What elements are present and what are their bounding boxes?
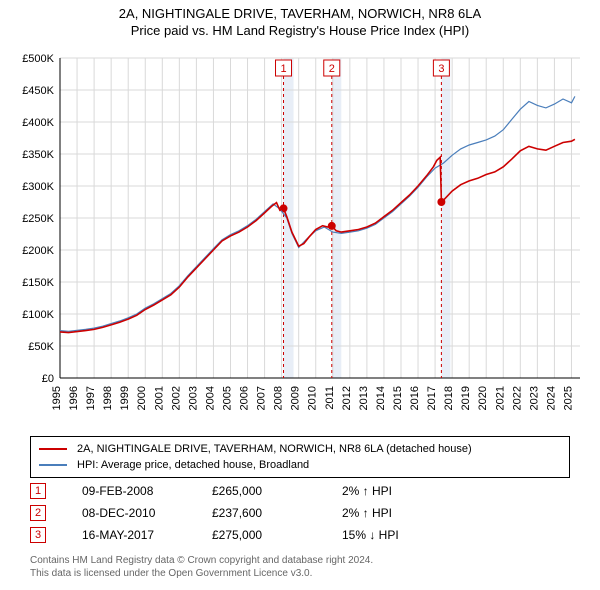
svg-text:1998: 1998 (102, 386, 114, 410)
sale-pct: 2% ↑ HPI (342, 484, 462, 498)
legend-item-hpi: HPI: Average price, detached house, Broa… (39, 457, 561, 473)
svg-text:1999: 1999 (119, 386, 131, 410)
svg-text:2020: 2020 (477, 386, 489, 410)
svg-text:£300K: £300K (22, 181, 54, 193)
sale-row: 1 09-FEB-2008 £265,000 2% ↑ HPI (30, 480, 570, 502)
svg-text:2005: 2005 (221, 386, 233, 410)
sale-date: 09-FEB-2008 (82, 484, 212, 498)
footer-line: This data is licensed under the Open Gov… (30, 567, 570, 580)
sale-price: £275,000 (212, 528, 342, 542)
svg-text:2025: 2025 (562, 386, 574, 410)
svg-text:2022: 2022 (511, 386, 523, 410)
svg-text:2018: 2018 (443, 386, 455, 410)
chart-svg: £0 £50K £100K £150K £200K £250K £300K £350K £400… (8, 48, 592, 428)
svg-text:2016: 2016 (409, 386, 421, 410)
svg-text:£50K: £50K (28, 341, 54, 353)
svg-text:1995: 1995 (51, 386, 63, 410)
svg-text:2008: 2008 (273, 386, 285, 410)
svg-text:1996: 1996 (68, 386, 80, 410)
footer-line: Contains HM Land Registry data © Crown c… (30, 554, 570, 567)
sale-row: 2 08-DEC-2010 £237,600 2% ↑ HPI (30, 502, 570, 524)
svg-text:2019: 2019 (460, 386, 472, 410)
legend-label: 2A, NIGHTINGALE DRIVE, TAVERHAM, NORWICH… (77, 443, 472, 455)
svg-text:2001: 2001 (153, 386, 165, 410)
sales-table: 1 09-FEB-2008 £265,000 2% ↑ HPI 2 08-DEC… (30, 480, 570, 546)
svg-text:1: 1 (280, 63, 286, 75)
chart-title: 2A, NIGHTINGALE DRIVE, TAVERHAM, NORWICH… (0, 0, 600, 21)
svg-text:2015: 2015 (392, 386, 404, 410)
sale-pct: 15% ↓ HPI (342, 528, 462, 542)
footer-attribution: Contains HM Land Registry data © Crown c… (30, 554, 570, 580)
chart-container: 2A, NIGHTINGALE DRIVE, TAVERHAM, NORWICH… (0, 0, 600, 590)
sale-marker-icon: 1 (30, 483, 46, 499)
svg-text:2013: 2013 (358, 386, 370, 410)
svg-text:£200K: £200K (22, 245, 54, 257)
sale-row: 3 16-MAY-2017 £275,000 15% ↓ HPI (30, 524, 570, 546)
svg-text:£500K: £500K (22, 53, 54, 65)
sale-date: 08-DEC-2010 (82, 506, 212, 520)
svg-text:2003: 2003 (187, 386, 199, 410)
chart-plot-area: £0 £50K £100K £150K £200K £250K £300K £350K £400… (8, 48, 592, 428)
sale-marker-icon: 2 (30, 505, 46, 521)
svg-text:2002: 2002 (170, 386, 182, 410)
svg-text:£450K: £450K (22, 85, 54, 97)
sale-pct: 2% ↑ HPI (342, 506, 462, 520)
legend-swatch (39, 448, 67, 450)
svg-text:2000: 2000 (136, 386, 148, 410)
svg-text:2006: 2006 (239, 386, 251, 410)
svg-text:£400K: £400K (22, 117, 54, 129)
legend-swatch (39, 464, 67, 466)
svg-text:£0: £0 (42, 373, 54, 385)
svg-text:2021: 2021 (494, 386, 506, 410)
svg-text:3: 3 (438, 63, 444, 75)
svg-text:2017: 2017 (426, 386, 438, 410)
svg-text:1997: 1997 (85, 386, 97, 410)
legend-label: HPI: Average price, detached house, Broa… (77, 459, 309, 471)
svg-text:2014: 2014 (375, 386, 387, 410)
svg-text:£250K: £250K (22, 213, 54, 225)
svg-text:£150K: £150K (22, 277, 54, 289)
svg-text:2: 2 (329, 63, 335, 75)
sale-date: 16-MAY-2017 (82, 528, 212, 542)
legend-item-property: 2A, NIGHTINGALE DRIVE, TAVERHAM, NORWICH… (39, 441, 561, 457)
svg-text:£100K: £100K (22, 309, 54, 321)
chart-subtitle: Price paid vs. HM Land Registry's House … (0, 21, 600, 38)
svg-text:2004: 2004 (204, 386, 216, 410)
svg-text:2007: 2007 (256, 386, 268, 410)
legend: 2A, NIGHTINGALE DRIVE, TAVERHAM, NORWICH… (30, 436, 570, 478)
svg-text:2012: 2012 (341, 386, 353, 410)
svg-text:£350K: £350K (22, 149, 54, 161)
svg-text:2010: 2010 (307, 386, 319, 410)
svg-text:2024: 2024 (545, 386, 557, 410)
sale-marker-icon: 3 (30, 527, 46, 543)
svg-text:2011: 2011 (324, 386, 336, 410)
sale-price: £265,000 (212, 484, 342, 498)
svg-text:2009: 2009 (290, 386, 302, 410)
svg-text:2023: 2023 (528, 386, 540, 410)
sale-price: £237,600 (212, 506, 342, 520)
